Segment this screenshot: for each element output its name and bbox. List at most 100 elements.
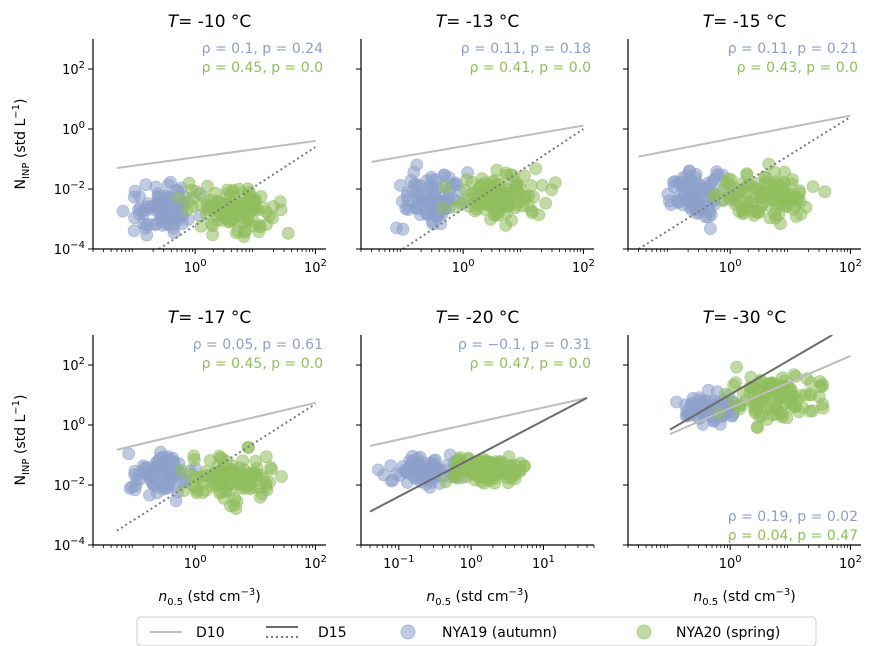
x-tick-label: 100 (184, 258, 207, 276)
autumn-point (161, 178, 175, 192)
spring-point (187, 449, 201, 463)
panel-2: 100 102 T= -13 °C ρ = 0.11, p = 0.18 ρ = 0.4… (356, 12, 595, 276)
d15-line (669, 335, 833, 431)
d10-line (116, 139, 316, 170)
autumn-point (128, 483, 142, 497)
spring-point (499, 218, 513, 232)
spring-point (499, 166, 513, 180)
x-tick-label: 100 (452, 258, 475, 276)
spring-point (487, 202, 501, 216)
spring-point (520, 189, 533, 203)
y-tick-label: 10−4 (54, 536, 85, 554)
panel-title: T= -15 °C (703, 12, 787, 32)
autumn-point (424, 462, 438, 476)
spring-point (762, 157, 776, 171)
autumn-point (676, 171, 690, 185)
spring-point (790, 393, 804, 407)
spring-point (182, 176, 196, 190)
spring-point (208, 203, 221, 217)
spring-stat-label: ρ = 0.04, p = 0.47 (728, 528, 858, 544)
spring-point (243, 472, 257, 486)
panel-1: 10−4 10−2 100 102 100 102 T= -10 °C ρ = 0.1, p … (11, 12, 327, 276)
spring-point (189, 184, 203, 198)
d10-line (371, 124, 584, 163)
autumn-point (401, 476, 414, 489)
legend-autumn-swatch (400, 624, 416, 640)
spring-point (806, 404, 820, 418)
autumn-point (411, 183, 425, 197)
autumn-point (133, 201, 147, 215)
spring-point (194, 219, 208, 233)
spring-stat-label: ρ = 0.41, p = 0.0 (470, 60, 591, 76)
d10-line (669, 355, 851, 435)
legend-d10-label: D10 (196, 625, 225, 641)
plot-area (638, 114, 851, 249)
panel-title: T= -13 °C (436, 12, 520, 32)
y-tick-label: 10−2 (54, 476, 85, 494)
spring-point (529, 162, 543, 176)
spring-point (730, 360, 743, 374)
autumn-point (161, 481, 175, 495)
spring-point (182, 195, 195, 209)
spring-point (247, 215, 261, 229)
x-tick-label: 100 (719, 258, 742, 276)
d15-dotted-line (116, 403, 316, 532)
spring-point (818, 185, 832, 199)
x-tick-label: 102 (304, 554, 327, 572)
spring-point (804, 376, 818, 389)
autumn-point (404, 173, 418, 187)
x-axis-label: n0.5 (std cm−3) (426, 587, 528, 608)
spring-point (439, 180, 452, 194)
autumn-point (401, 203, 415, 217)
y-tick-label: 10−4 (54, 240, 85, 258)
legend-autumn-label: NYA19 (autumn) (442, 625, 557, 641)
d10-line (369, 396, 588, 447)
d15-line (369, 397, 588, 513)
spring-point (794, 207, 808, 221)
autumn-point (689, 202, 703, 216)
spring-point (760, 413, 774, 426)
autumn-stat-label: ρ = 0.11, p = 0.18 (461, 41, 591, 57)
spring-point (219, 485, 233, 499)
spring-point (791, 191, 805, 205)
plot-area (369, 396, 588, 513)
legend-spring-label: NYA20 (spring) (676, 625, 780, 641)
spring-point (786, 173, 799, 186)
spring-point (816, 397, 829, 411)
spring-point (475, 178, 489, 192)
spring-point (230, 494, 244, 508)
spring-point (234, 466, 248, 480)
spring-stat-label: ρ = 0.47, p = 0.0 (470, 356, 591, 372)
spring-stat-label: ρ = 0.43, p = 0.0 (737, 60, 858, 76)
x-tick-label: 102 (572, 258, 595, 276)
x-tick-label: 101 (532, 554, 555, 572)
x-tick-label: 102 (839, 554, 862, 572)
plot-area (116, 401, 316, 532)
spring-point (499, 181, 513, 195)
spring-point (751, 205, 765, 219)
spring-point (253, 480, 267, 494)
spring-point (707, 189, 721, 203)
spring-point (774, 217, 787, 231)
panel-5: 10−1 100 101 T= -20 °C ρ = −0.1, p = 0.31 ρ =… (356, 308, 595, 608)
x-tick-label: 100 (719, 554, 742, 572)
spring-point (206, 219, 220, 233)
autumn-point (133, 190, 147, 203)
spring-point (501, 476, 515, 490)
autumn-point (168, 211, 182, 225)
spring-point (769, 202, 783, 216)
spring-point (222, 214, 236, 228)
spring-point (187, 479, 200, 493)
autumn-point (704, 222, 717, 236)
plot-area (371, 124, 584, 249)
x-tick-label: 102 (304, 258, 327, 276)
spring-point (229, 226, 243, 240)
spring-point (209, 467, 223, 481)
d15-dotted-line (638, 116, 851, 249)
spring-point (548, 176, 562, 190)
autumn-point (384, 459, 398, 473)
spring-point (219, 197, 233, 211)
spring-point (235, 205, 249, 219)
spring-point (806, 180, 820, 194)
autumn-point (122, 447, 136, 461)
